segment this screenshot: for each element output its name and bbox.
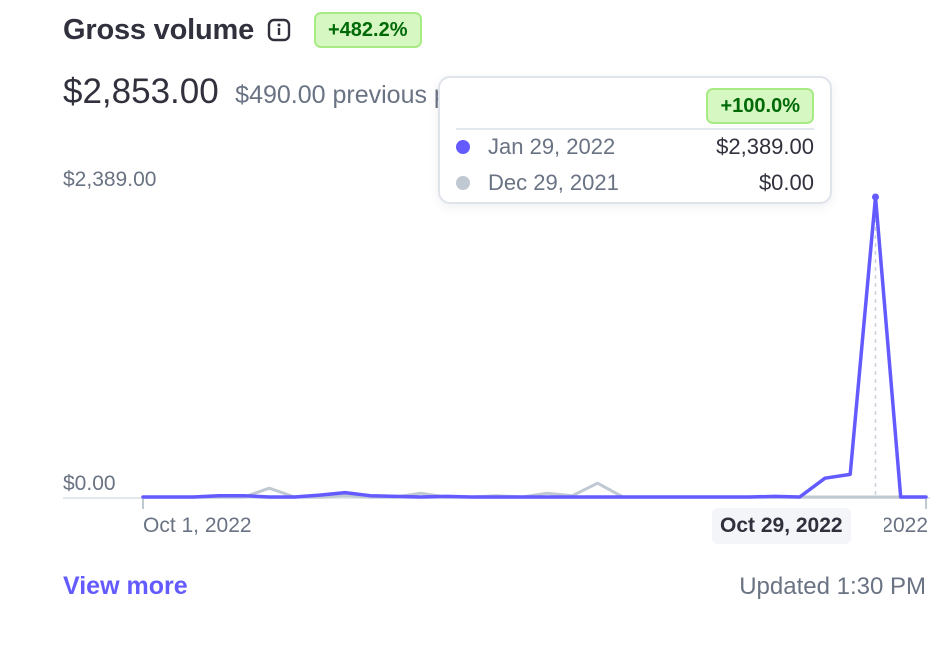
tooltip-date: Dec 29, 2021 [488, 170, 619, 195]
info-icon[interactable] [266, 17, 292, 43]
tooltip-divider [456, 128, 814, 130]
current-period-line [141, 195, 928, 499]
x-hover-label: Oct 29, 2022 [712, 508, 851, 544]
tooltip-row-current: Jan 29, 2022 $2,389.00 [456, 132, 814, 162]
tooltip-value: $0.00 [758, 170, 814, 195]
current-total: $2,853.00 [63, 72, 219, 111]
header: Gross volume +482.2% [63, 12, 422, 48]
tooltip-value: $2,389.00 [716, 134, 814, 159]
tooltip-date: Jan 29, 2022 [488, 134, 616, 159]
y-tick-label-max: $2,389.00 [63, 168, 157, 191]
page-title: Gross volume [63, 13, 254, 46]
y-tick-label-zero: $0.00 [63, 472, 116, 495]
tooltip-change-badge: +100.0% [706, 88, 814, 124]
previous-series-dot [456, 176, 470, 190]
previous-total: $490.00 previous period [235, 81, 441, 109]
view-more-link[interactable]: View more [63, 572, 188, 600]
summary-amounts: $2,853.00 $490.00 previous period [63, 72, 441, 112]
current-series-dot [456, 140, 470, 154]
hover-point [871, 193, 879, 201]
change-badge: +482.2% [314, 12, 422, 48]
x-tick-label-end: Oct 31, 2022 [884, 514, 928, 537]
updated-timestamp: Updated 1:30 PM [739, 573, 926, 600]
tooltip-row-previous: Dec 29, 2021 $0.00 [456, 168, 814, 198]
chart-tooltip: +100.0% Jan 29, 2022 $2,389.00 Dec 29, 2… [438, 76, 832, 204]
x-tick-label-start: Oct 1, 2022 [143, 514, 252, 537]
